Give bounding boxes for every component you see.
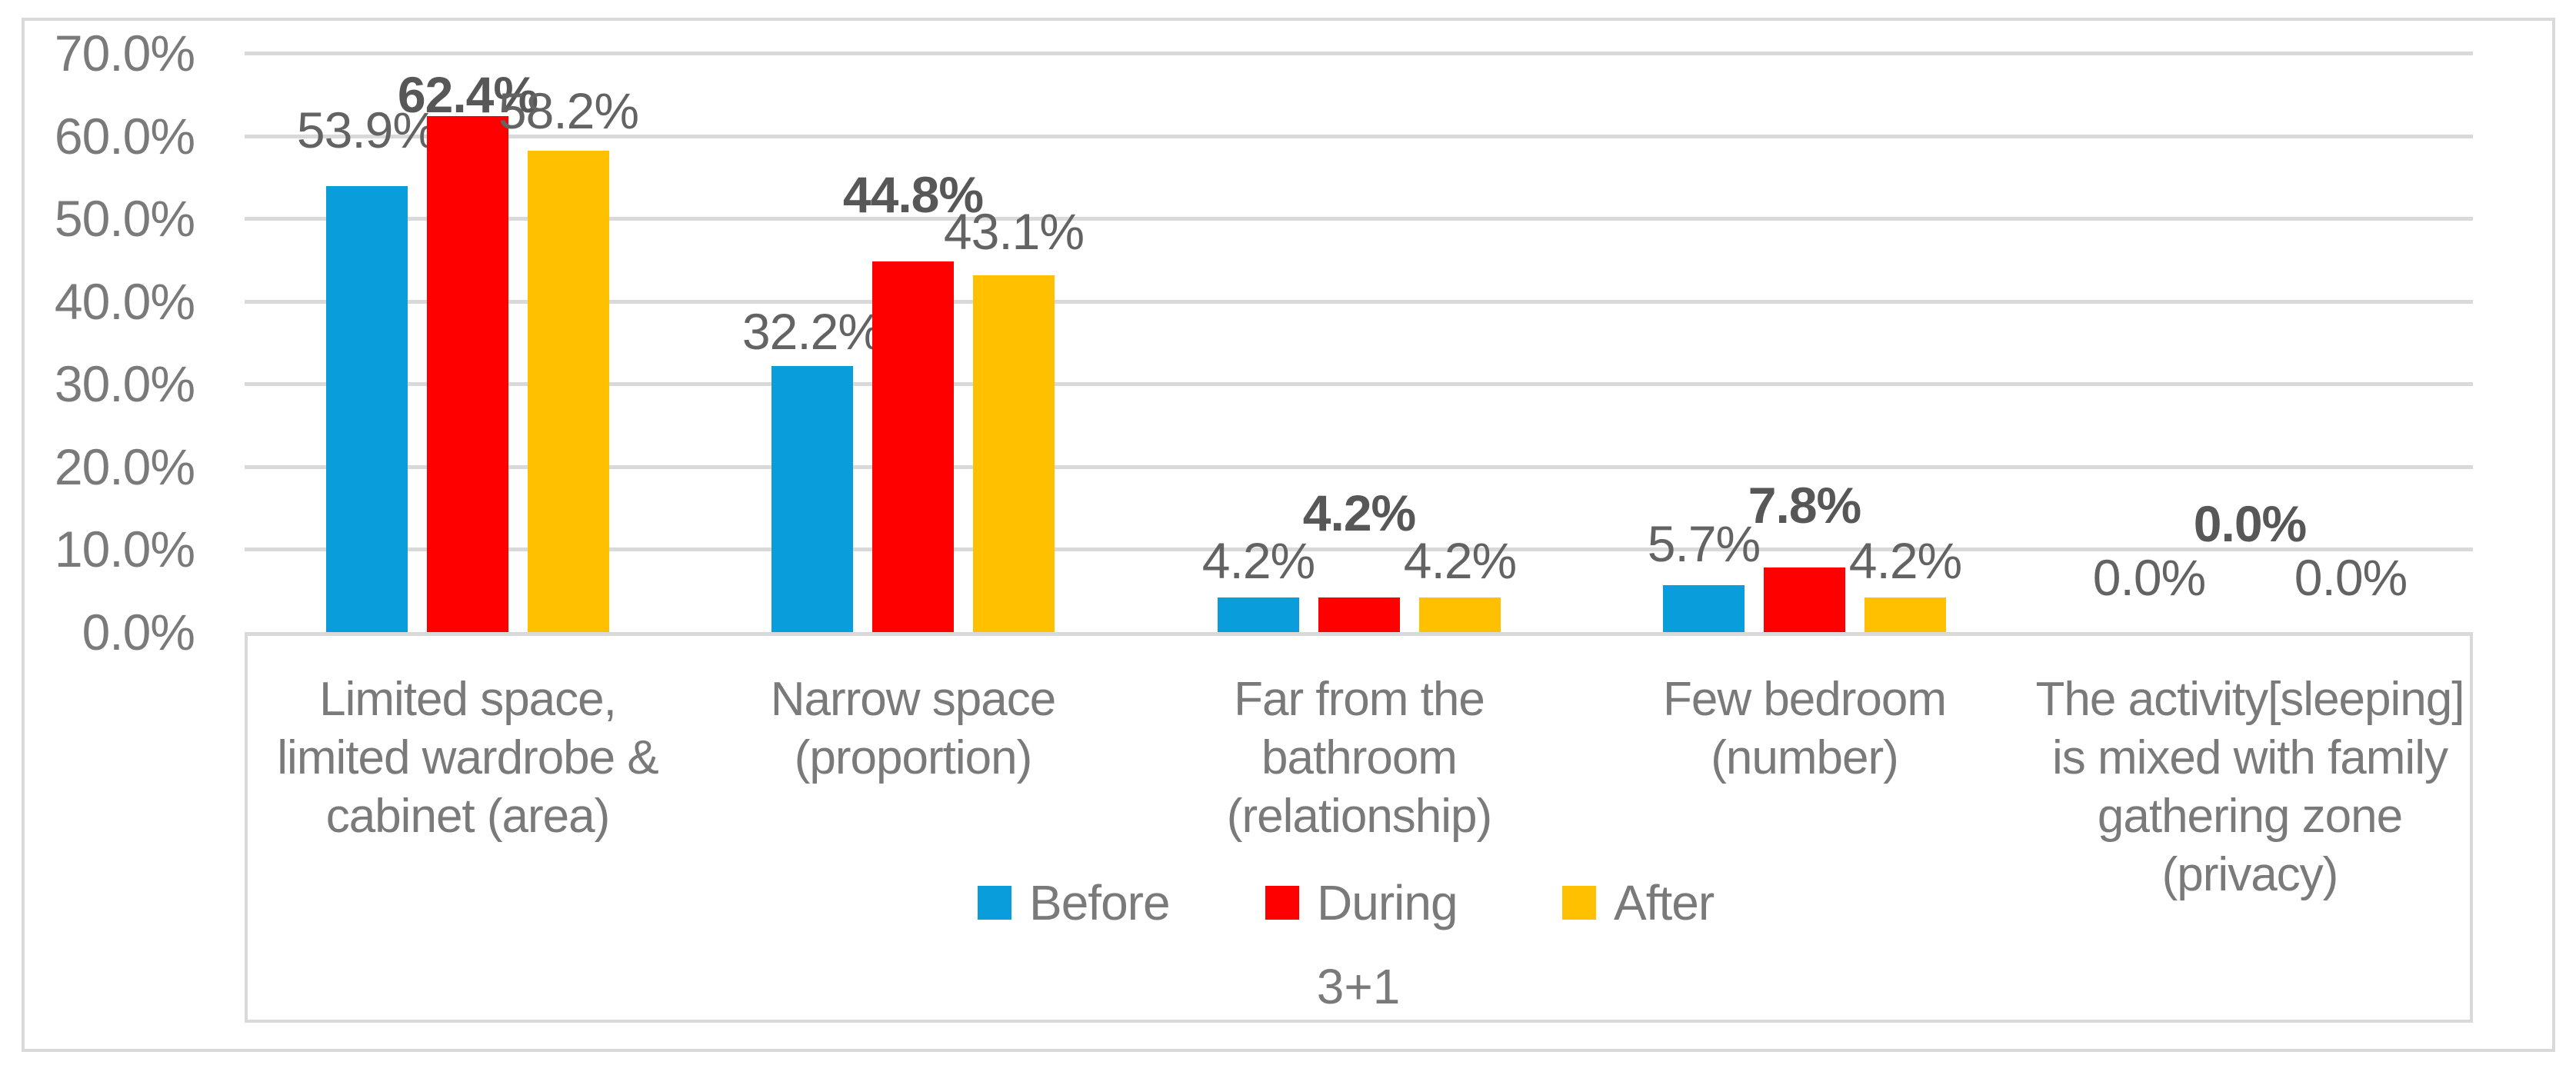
bar-after-cat4 bbox=[1865, 597, 1946, 632]
data-label-before-cat2: 32.2% bbox=[741, 303, 883, 360]
data-label-after-cat3: 4.2% bbox=[1403, 532, 1517, 589]
y-axis-tick-label: 30.0% bbox=[54, 355, 195, 412]
legend-label-before: Before bbox=[1029, 875, 1171, 930]
data-label-before-cat1: 53.9% bbox=[296, 102, 438, 158]
bar-before-cat1 bbox=[326, 186, 408, 632]
legend-swatch-after bbox=[1562, 886, 1596, 920]
bar-during-cat4 bbox=[1764, 567, 1845, 632]
legend-item-after: After bbox=[1562, 875, 1715, 930]
data-label-before-cat3: 4.2% bbox=[1201, 532, 1315, 589]
data-label-before-cat4: 5.7% bbox=[1647, 515, 1761, 572]
category-label-line: (relationship) bbox=[1226, 790, 1492, 843]
category-label-line: Limited space, bbox=[319, 673, 617, 726]
bar-after-cat3 bbox=[1419, 597, 1501, 632]
data-label-after-cat2: 43.1% bbox=[943, 203, 1085, 260]
category-label-line: gathering zone bbox=[2097, 790, 2403, 843]
category-label-line: (privacy) bbox=[2161, 848, 2339, 901]
data-label-during-cat2: 44.8% bbox=[842, 166, 984, 223]
category-label-3: Far from the bathroom (relationship) bbox=[1226, 671, 1492, 846]
category-axis-box bbox=[245, 632, 2473, 1023]
legend-label-during: During bbox=[1317, 875, 1458, 930]
gridline bbox=[245, 382, 2473, 386]
bar-before-cat3 bbox=[1218, 597, 1299, 632]
bar-after-cat1 bbox=[528, 151, 609, 632]
data-label-during-cat1: 62.4% bbox=[397, 66, 538, 123]
category-label-line: (number) bbox=[1711, 731, 1899, 784]
data-label-after-cat1: 58.2% bbox=[498, 82, 639, 139]
gridline bbox=[245, 300, 2473, 304]
category-label-line: cabinet (area) bbox=[325, 790, 611, 843]
gridline bbox=[245, 547, 2473, 551]
legend-label-after: After bbox=[1614, 875, 1715, 930]
gridline bbox=[245, 217, 2473, 221]
bar-during-cat1 bbox=[427, 116, 508, 632]
gridline bbox=[245, 135, 2473, 138]
legend-swatch-before bbox=[978, 886, 1011, 920]
category-label-2: Narrow space (proportion) bbox=[770, 671, 1056, 787]
category-label-line: Few bedroom bbox=[1662, 673, 1947, 726]
data-label-after-cat4: 4.2% bbox=[1848, 532, 1962, 589]
data-label-during-cat3: 4.2% bbox=[1302, 484, 1416, 541]
x-axis-group-label: 3+1 bbox=[1316, 959, 1401, 1014]
y-axis-tick-label: 50.0% bbox=[54, 190, 195, 247]
bar-during-cat2 bbox=[872, 261, 954, 632]
y-axis-tick-label: 70.0% bbox=[54, 25, 195, 82]
y-axis-tick-label: 10.0% bbox=[54, 521, 195, 577]
bar-during-cat3 bbox=[1318, 597, 1400, 632]
data-label-before-cat5: 0.0% bbox=[2092, 549, 2206, 606]
y-axis-tick-label: 0.0% bbox=[82, 604, 195, 661]
legend-item-during: During bbox=[1265, 875, 1458, 930]
category-label-line: is mixed with family bbox=[2051, 731, 2448, 784]
category-label-line: Far from the bbox=[1234, 673, 1485, 726]
category-label-line: (proportion) bbox=[794, 731, 1032, 784]
legend-item-before: Before bbox=[978, 875, 1171, 930]
gridline bbox=[245, 52, 2473, 55]
category-label-4: Few bedroom (number) bbox=[1662, 671, 1947, 787]
category-label-line: The activity[sleeping] bbox=[2035, 673, 2465, 726]
category-label-1: Limited space, limited wardrobe & cabinet … bbox=[277, 671, 658, 846]
data-label-during-cat5: 0.0% bbox=[2193, 495, 2307, 552]
data-label-after-cat5: 0.0% bbox=[2294, 549, 2408, 606]
category-label-line: limited wardrobe & bbox=[277, 731, 658, 784]
data-label-during-cat4: 7.8% bbox=[1748, 477, 1861, 534]
gridline bbox=[245, 465, 2473, 469]
bar-before-cat4 bbox=[1663, 585, 1745, 632]
bar-before-cat2 bbox=[771, 366, 853, 632]
category-label-5: The activity[sleeping] is mixed with fami… bbox=[2035, 671, 2465, 904]
category-label-line: bathroom bbox=[1261, 731, 1458, 784]
y-axis-tick-label: 40.0% bbox=[54, 273, 195, 330]
y-axis-tick-label: 20.0% bbox=[54, 438, 195, 495]
bar-after-cat2 bbox=[973, 275, 1055, 632]
y-axis-tick-label: 60.0% bbox=[54, 108, 195, 165]
legend-swatch-during bbox=[1265, 886, 1299, 920]
category-label-line: Narrow space bbox=[770, 673, 1056, 726]
